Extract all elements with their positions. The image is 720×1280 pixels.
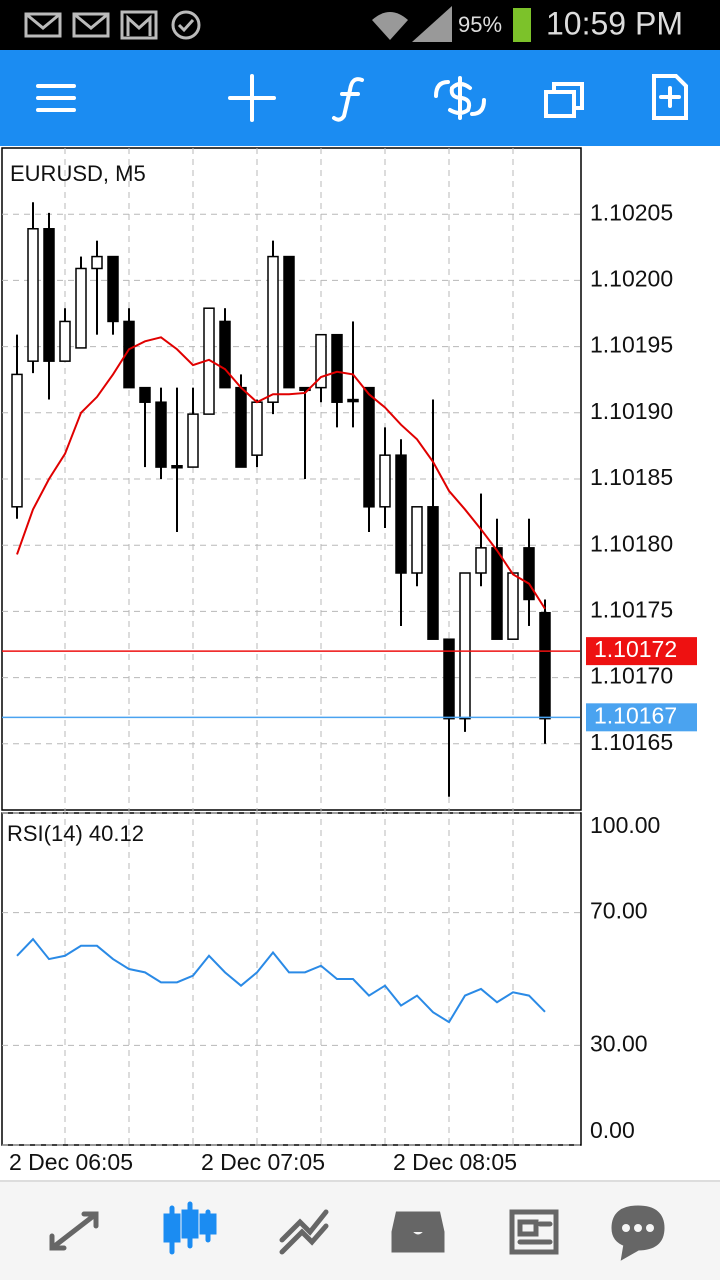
rsi-pane — [1, 812, 582, 1146]
candle-body — [491, 547, 503, 640]
candle-body — [171, 465, 183, 469]
candle-body — [315, 333, 327, 389]
y-tick-label: 1.10175 — [590, 596, 673, 622]
y-tick-label: 1.10185 — [590, 464, 673, 490]
rsi-title: RSI(14) 40.12 — [7, 821, 144, 846]
price-tag-label: 1.10172 — [594, 636, 677, 662]
indicators-button[interactable] — [332, 77, 364, 122]
quotes-tab[interactable] — [49, 1211, 99, 1251]
candle-body — [283, 255, 295, 389]
trade-button[interactable] — [434, 76, 486, 120]
x-tick-label: 2 Dec 07:05 — [201, 1149, 325, 1175]
candle-body — [43, 228, 55, 362]
candle-body — [331, 333, 343, 403]
candle-body — [507, 572, 519, 640]
y-tick-label: 30.00 — [590, 1030, 648, 1056]
toolbar — [0, 50, 720, 146]
chart-title: EURUSD, M5 — [10, 161, 146, 186]
candle-body — [459, 572, 471, 720]
y-tick-label: 1.10170 — [590, 663, 673, 689]
candle-body — [75, 267, 87, 349]
signal-icons — [372, 6, 531, 42]
candle-body — [155, 401, 167, 468]
candle-body — [427, 506, 439, 640]
y-tick-label: 1.10165 — [590, 729, 673, 755]
y-tick-label: 0.00 — [590, 1117, 635, 1143]
windows-button[interactable] — [544, 82, 584, 118]
moving-average — [16, 336, 546, 610]
candle-body — [235, 386, 247, 468]
price-tag — [586, 637, 697, 666]
candle-body — [123, 320, 135, 389]
candle-body — [475, 547, 487, 574]
candle-body — [395, 454, 407, 574]
candle-body — [107, 255, 119, 323]
notification-icons — [24, 10, 201, 40]
candle-body — [91, 255, 103, 270]
status-bar — [0, 0, 720, 50]
history-tab[interactable] — [391, 1211, 445, 1253]
clock: 10:59 PM — [546, 5, 683, 41]
bottom-nav — [0, 1181, 720, 1280]
candle-body — [379, 454, 391, 508]
candle-body — [251, 401, 263, 456]
candle-body — [59, 320, 71, 362]
x-tick-label: 2 Dec 06:05 — [9, 1149, 133, 1175]
candle-body — [411, 506, 423, 574]
y-tick-label: 1.10190 — [590, 398, 673, 424]
y-tick-label: 1.10180 — [590, 530, 673, 556]
candle-body — [267, 255, 279, 403]
y-tick-label: 100.00 — [590, 812, 660, 838]
candle-body — [139, 386, 151, 403]
candle-body — [27, 228, 39, 362]
crosshair-button[interactable] — [228, 74, 276, 122]
y-tick-label: 1.10200 — [590, 265, 673, 291]
candle-body — [539, 611, 551, 720]
menu-button[interactable] — [36, 84, 76, 112]
candle-body — [219, 320, 231, 389]
y-tick-label: 1.10205 — [590, 199, 673, 225]
rsi-line — [16, 937, 546, 1024]
candle-body — [187, 413, 199, 468]
candle-body — [11, 373, 23, 508]
price-tag — [586, 703, 697, 732]
new-order-button[interactable] — [652, 74, 688, 120]
candle-body — [523, 547, 535, 601]
y-tick-label: 70.00 — [590, 898, 648, 924]
news-tab[interactable] — [509, 1209, 559, 1255]
chart-layer: 1.10165 1.10170 1.10175 1.10180 1.10185 1.101… — [2, 148, 697, 1175]
chart-tab[interactable] — [163, 1201, 217, 1255]
candle-body — [347, 398, 359, 403]
candle-body — [443, 638, 455, 720]
y-tick-label: 1.10195 — [590, 332, 673, 358]
x-tick-label: 2 Dec 08:05 — [393, 1149, 517, 1175]
battery-percent: 95% — [458, 12, 502, 37]
trade-tab[interactable] — [279, 1209, 329, 1255]
chat-dots — [622, 1224, 654, 1232]
candle-body — [363, 386, 375, 508]
price-tag-label: 1.10167 — [594, 702, 677, 728]
